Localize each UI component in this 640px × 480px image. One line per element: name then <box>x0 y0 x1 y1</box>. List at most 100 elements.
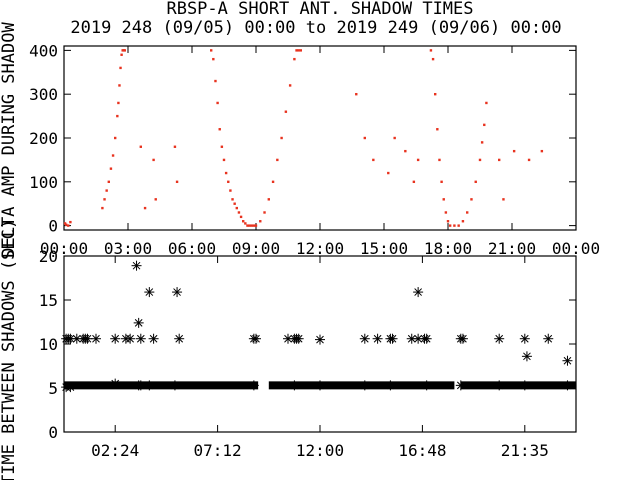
data-point <box>65 382 76 393</box>
data-point <box>284 110 288 113</box>
data-point <box>315 380 325 391</box>
data-point <box>246 224 249 227</box>
data-point <box>67 224 70 227</box>
data-point <box>152 158 155 162</box>
bottom-ylabel: TIME BETWEEN SHADOWS (SEC) <box>0 219 19 480</box>
data-point <box>248 224 251 227</box>
data-point <box>169 380 180 391</box>
data-point <box>252 224 256 227</box>
data-point <box>498 158 501 162</box>
x-tick-label: 02:24 <box>91 441 139 460</box>
data-point <box>280 136 283 140</box>
data-point <box>144 287 155 298</box>
data-point <box>101 206 104 210</box>
data-point <box>110 378 121 389</box>
y-tick-label: 400 <box>29 41 58 60</box>
data-point <box>562 380 573 391</box>
data-point <box>444 211 448 214</box>
data-point <box>64 223 68 226</box>
data-point <box>387 171 390 175</box>
data-point <box>218 128 221 131</box>
data-point <box>543 333 554 344</box>
data-point <box>434 92 437 96</box>
data-point <box>457 224 460 227</box>
data-point <box>359 380 370 391</box>
data-point <box>519 380 530 391</box>
data-point <box>174 333 185 344</box>
data-point <box>494 380 505 391</box>
data-point <box>289 380 300 391</box>
time-between-shadows-panel: 0 5 10 15 20 02:24 07:12 12:00 16:48 21:35 <box>39 247 577 460</box>
data-point <box>110 333 121 344</box>
data-point <box>210 49 213 52</box>
data-point <box>227 180 230 184</box>
data-point <box>421 333 432 344</box>
x-tick-label: 12:00 <box>296 441 344 460</box>
data-point <box>220 145 224 148</box>
data-point <box>393 136 396 140</box>
data-point <box>103 198 106 201</box>
data-point <box>299 49 302 52</box>
x-tick-label: 00:00 <box>552 239 600 258</box>
data-point <box>421 380 432 391</box>
y-tick-label: 5 <box>48 379 58 398</box>
data-point <box>109 167 113 170</box>
data-point <box>214 79 217 83</box>
data-point <box>263 211 266 214</box>
data-point <box>242 220 245 223</box>
x-tick-label: 21:35 <box>501 441 549 460</box>
data-point <box>123 49 126 52</box>
data-point <box>250 224 253 227</box>
data-point <box>485 101 488 105</box>
data-point <box>235 206 238 210</box>
y-tick-label: 15 <box>39 291 58 310</box>
data-point <box>519 333 530 344</box>
data-point <box>222 158 226 162</box>
data-point <box>175 180 179 184</box>
data-point <box>144 380 155 391</box>
data-point <box>457 333 468 344</box>
data-point <box>295 49 298 52</box>
data-point <box>359 333 370 344</box>
data-point <box>502 198 505 201</box>
data-point <box>442 198 445 201</box>
data-point <box>69 220 72 224</box>
data-point <box>139 145 142 148</box>
y-tick-label: 0 <box>48 217 58 236</box>
data-point <box>107 180 110 184</box>
y-tick-label: 10 <box>39 335 58 354</box>
data-point <box>267 198 270 201</box>
data-point <box>385 380 396 391</box>
data-point <box>293 57 296 61</box>
data-point <box>315 334 325 345</box>
data-point <box>133 317 144 328</box>
data-point <box>251 333 261 344</box>
data-point <box>413 333 424 344</box>
data-point <box>116 114 119 118</box>
data-point <box>474 180 477 184</box>
x-tick-label: 03:00 <box>104 239 152 258</box>
data-point <box>446 220 450 223</box>
data-point <box>135 380 146 391</box>
data-point <box>248 380 259 391</box>
data-point <box>63 222 67 225</box>
x-tick-label: 07:12 <box>194 441 242 460</box>
data-point <box>254 224 258 227</box>
data-point <box>448 224 452 227</box>
data-point <box>259 220 262 223</box>
x-tick-label: 09:00 <box>232 239 280 258</box>
data-point <box>271 180 275 184</box>
x-tick-label: 12:00 <box>296 239 344 258</box>
data-point <box>466 211 469 214</box>
data-point <box>429 49 433 52</box>
data-point <box>355 92 358 96</box>
data-point <box>431 57 435 61</box>
data-point <box>494 333 505 344</box>
plot-frame <box>63 45 577 231</box>
baseline-cluster <box>460 381 576 390</box>
data-point <box>562 355 573 366</box>
data-point <box>363 136 366 140</box>
data-point <box>125 333 136 344</box>
data-point <box>461 220 465 223</box>
